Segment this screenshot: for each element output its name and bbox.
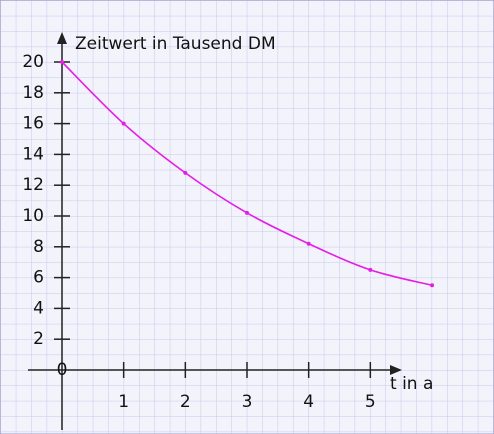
x-axis-label: t in a: [390, 374, 433, 394]
y-tick-label: 6: [33, 268, 44, 288]
y-tick-label: 4: [33, 298, 44, 318]
point: [121, 121, 126, 126]
x-tick-label: 5: [365, 392, 376, 412]
y-tick-label: 18: [22, 83, 44, 103]
x-tick-label: 4: [303, 392, 314, 412]
y-tick-label: 10: [22, 206, 44, 226]
y-tick-label: 0: [57, 360, 68, 380]
point: [60, 60, 64, 64]
x-tick-label: 2: [180, 392, 191, 412]
point: [245, 210, 249, 215]
y-tick-label: 16: [22, 114, 44, 134]
point: [368, 267, 373, 272]
y-tick-label: 8: [33, 237, 44, 257]
y-tick-label: 2: [33, 329, 44, 349]
point: [430, 283, 434, 288]
x-tick-label: 3: [242, 392, 253, 412]
x-tick-label: 1: [118, 392, 129, 412]
point: [183, 170, 188, 175]
point: [306, 241, 311, 246]
y-tick-label: 20: [22, 52, 44, 72]
y-axis-label: Zeitwert in Tausend DM: [75, 34, 276, 54]
y-tick-label: 14: [22, 144, 44, 164]
y-tick-label: 12: [22, 175, 44, 195]
